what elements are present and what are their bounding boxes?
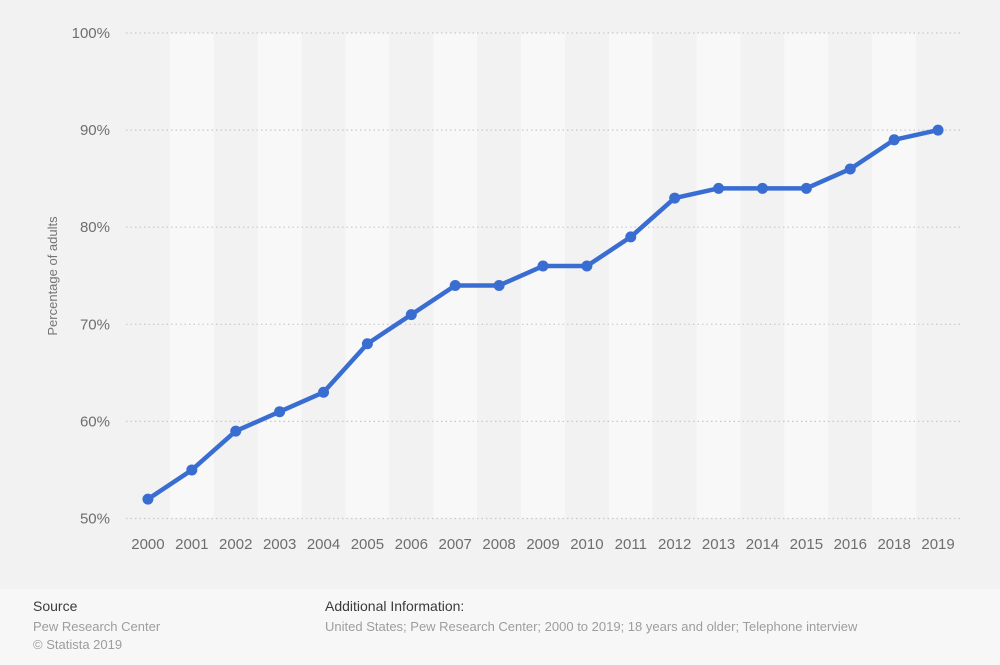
source-block: Source Pew Research Center © Statista 20… bbox=[33, 598, 160, 653]
y-tick-label: 100% bbox=[72, 25, 110, 42]
x-tick-label: 2010 bbox=[570, 536, 603, 553]
data-point[interactable] bbox=[844, 163, 856, 175]
x-tick-label: 2019 bbox=[921, 536, 954, 553]
source-label: Source bbox=[33, 598, 78, 614]
y-tick-label: 80% bbox=[80, 219, 110, 236]
data-point[interactable] bbox=[186, 464, 198, 476]
x-tick-label: 2012 bbox=[658, 536, 691, 553]
x-tick-label: 2002 bbox=[219, 536, 252, 553]
plot-stripe bbox=[345, 33, 390, 519]
x-tick-label: 2007 bbox=[439, 536, 472, 553]
plot-stripe bbox=[696, 33, 741, 519]
x-tick-label: 2009 bbox=[526, 536, 559, 553]
data-point[interactable] bbox=[756, 182, 768, 194]
source-value: Pew Research Center bbox=[33, 619, 161, 634]
line-chart: 50% 60% 70% 80% 90% 100% 2000 2001 2002 2003 2004 2… bbox=[45, 25, 960, 553]
x-tick-label: 2014 bbox=[746, 536, 779, 553]
x-tick-label: 2003 bbox=[263, 536, 296, 553]
data-point[interactable] bbox=[230, 425, 242, 437]
plot-stripe bbox=[784, 33, 829, 519]
data-point[interactable] bbox=[449, 279, 461, 291]
x-tick-label: 2018 bbox=[877, 536, 910, 553]
chart-footer: Source Pew Research Center © Statista 20… bbox=[0, 589, 1000, 665]
data-point[interactable] bbox=[405, 309, 417, 321]
data-point[interactable] bbox=[932, 124, 944, 136]
y-tick-label: 60% bbox=[80, 413, 110, 430]
plot-stripe bbox=[169, 33, 214, 519]
x-tick-label: 2001 bbox=[175, 536, 208, 553]
plot-stripe bbox=[872, 33, 917, 519]
y-tick-label: 70% bbox=[80, 316, 110, 333]
plot-stripe bbox=[608, 33, 653, 519]
data-point[interactable] bbox=[625, 231, 637, 243]
additional-info-block: Additional Information: United States; P… bbox=[325, 598, 857, 636]
plot-stripe bbox=[433, 33, 478, 519]
data-point[interactable] bbox=[800, 182, 812, 194]
data-point[interactable] bbox=[361, 338, 373, 350]
x-tick-label: 2006 bbox=[395, 536, 428, 553]
data-point[interactable] bbox=[274, 406, 286, 418]
data-point[interactable] bbox=[537, 260, 549, 272]
x-tick-label: 2011 bbox=[615, 536, 647, 553]
y-tick-label: 90% bbox=[80, 122, 110, 139]
additional-info-value: United States; Pew Research Center; 2000… bbox=[325, 619, 858, 634]
x-tick-label: 2004 bbox=[307, 536, 340, 553]
data-point[interactable] bbox=[713, 182, 725, 194]
data-point[interactable] bbox=[581, 260, 593, 272]
data-point[interactable] bbox=[142, 493, 154, 505]
copyright-notice: © Statista 2019 bbox=[33, 636, 123, 652]
x-tick-label: 2015 bbox=[790, 536, 823, 553]
plot-stripe bbox=[521, 33, 565, 519]
data-point[interactable] bbox=[318, 386, 330, 398]
y-axis-title: Percentage of adults bbox=[45, 216, 60, 336]
additional-info-label: Additional Information: bbox=[325, 598, 465, 614]
x-tick-label: 2008 bbox=[482, 536, 515, 553]
y-tick-label: 50% bbox=[80, 511, 110, 528]
data-point[interactable] bbox=[493, 279, 505, 291]
x-tick-label: 2000 bbox=[131, 536, 164, 553]
data-point[interactable] bbox=[888, 134, 900, 146]
x-tick-label: 2005 bbox=[351, 536, 384, 553]
data-point[interactable] bbox=[669, 192, 681, 204]
plot-stripe bbox=[257, 33, 302, 519]
x-tick-label: 2016 bbox=[834, 536, 867, 553]
x-tick-label: 2013 bbox=[702, 536, 735, 553]
